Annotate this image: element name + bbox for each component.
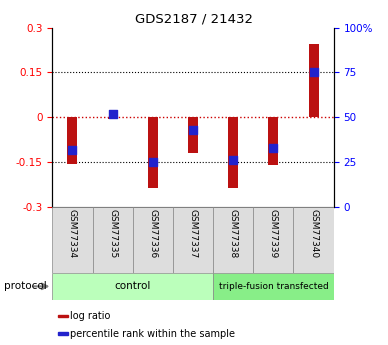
Bar xyxy=(58,315,68,317)
Bar xyxy=(253,207,293,273)
Point xyxy=(69,147,76,152)
Bar xyxy=(268,117,279,165)
Bar xyxy=(52,207,93,273)
Bar xyxy=(308,44,319,117)
Point xyxy=(109,111,116,117)
Text: control: control xyxy=(114,282,151,291)
Bar xyxy=(52,273,213,300)
Bar xyxy=(173,207,213,273)
Bar xyxy=(213,207,253,273)
Text: GSM77335: GSM77335 xyxy=(108,209,117,258)
Point xyxy=(150,159,156,165)
Text: GSM77337: GSM77337 xyxy=(189,209,197,258)
Text: GDS2187 / 21432: GDS2187 / 21432 xyxy=(135,12,253,26)
Bar xyxy=(58,333,68,335)
Text: GSM77338: GSM77338 xyxy=(229,209,238,258)
Text: log ratio: log ratio xyxy=(70,311,110,321)
Bar xyxy=(188,117,198,153)
Bar xyxy=(93,207,133,273)
Bar xyxy=(293,207,334,273)
Bar xyxy=(213,273,334,300)
Bar xyxy=(228,117,238,188)
Text: GSM77339: GSM77339 xyxy=(269,209,278,258)
Text: triple-fusion transfected: triple-fusion transfected xyxy=(218,282,328,291)
Bar xyxy=(133,207,173,273)
Bar xyxy=(148,117,158,188)
Point xyxy=(190,127,196,132)
Point xyxy=(310,70,317,75)
Text: GSM77334: GSM77334 xyxy=(68,209,77,258)
Bar xyxy=(107,117,118,119)
Point xyxy=(270,145,277,150)
Text: GSM77336: GSM77336 xyxy=(148,209,158,258)
Point xyxy=(230,158,236,163)
Text: protocol: protocol xyxy=(4,282,47,291)
Text: percentile rank within the sample: percentile rank within the sample xyxy=(70,329,235,339)
Bar xyxy=(68,117,78,164)
Text: GSM77340: GSM77340 xyxy=(309,209,318,258)
